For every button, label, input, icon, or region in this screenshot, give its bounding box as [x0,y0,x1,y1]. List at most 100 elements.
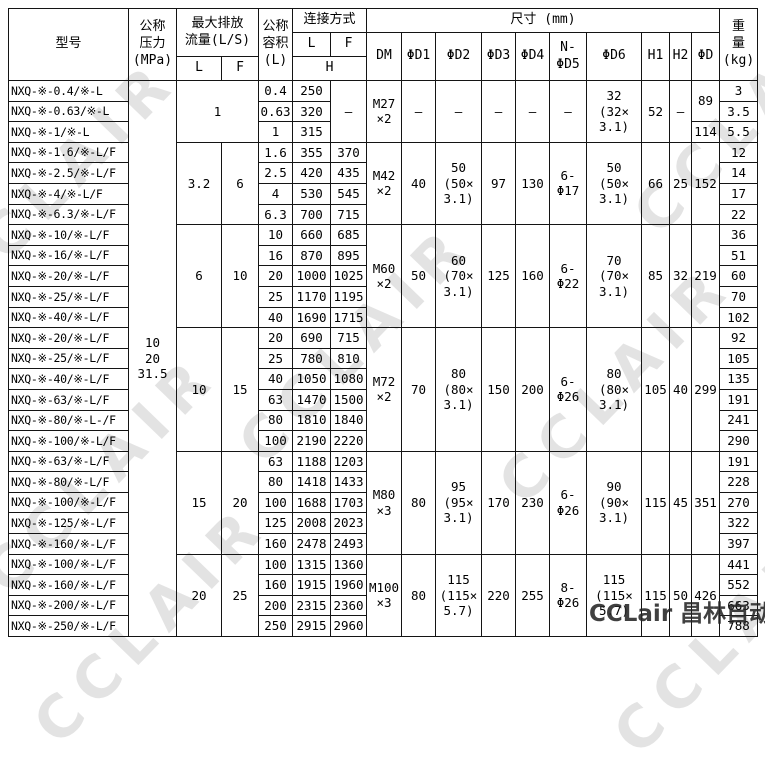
weight-cell: 102 [719,306,758,329]
volume-cell: 25 [258,285,293,308]
height-f-cell: 1203 [330,450,367,473]
dim-h1-cell: 105 [641,327,670,452]
weight-cell: 135 [719,368,758,390]
spec-table: 型号 公称 压力 (MPa) 最大排放 流量(L/S) 公称 容积 (L) 连接… [8,8,758,638]
dim-d-cell: 114 [691,121,720,143]
weight-cell: 14 [719,162,758,184]
dim-dm-cell: M60 ×2 [366,224,402,329]
height-f-cell: 1195 [330,285,367,308]
pressure-cell: 10 20 31.5 [128,79,177,638]
dim-d2-cell: 80 (80× 3.1) [435,327,482,452]
weight-cell: 17 [719,182,758,205]
height-l-cell: 2915 [292,615,331,638]
model-cell: NXQ-※-80/※-L/F [8,471,129,493]
dim-d4-cell: 200 [515,327,550,452]
dim-h2-cell: 45 [669,450,692,555]
header-d: ΦD [691,32,720,81]
model-cell: NXQ-※-25/※-L/F [8,347,129,370]
dim-d3-cell: 170 [481,450,516,555]
weight-cell: 241 [719,409,758,432]
dim-d5-cell: – [549,80,587,143]
height-l-cell: 780 [292,347,331,370]
header-flow: 最大排放 流量(L/S) [176,8,259,57]
model-cell: NXQ-※-250/※-L/F [8,615,129,638]
header-d3: ΦD3 [481,32,516,81]
height-f-cell: 1715 [330,306,367,329]
height-l-cell: 1418 [292,471,331,493]
table-row: NXQ-※-10/※-L/F 6 10 10 660 685 M60 ×2 50 60 (70×… [8,224,758,329]
model-cell: NXQ-※-6.3/※-L/F [8,203,129,226]
header-volume: 公称 容积 (L) [258,8,293,81]
dim-d5-cell: 6- Φ26 [549,450,587,555]
table-row: NXQ-※-160/※-L/F 160 2478 2493 397 [8,533,758,555]
height-f-cell: 2220 [330,430,367,452]
dim-d2-cell: 95 (95× 3.1) [435,450,482,555]
height-f-cell: 1433 [330,471,367,493]
volume-cell: 16 [258,244,293,267]
header-d5: N- ΦD5 [549,32,587,81]
weight-cell: 270 [719,491,758,514]
volume-cell: 63 [258,388,293,411]
dim-d-cell: 219 [691,224,720,329]
model-cell: NXQ-※-20/※-L/F [8,327,129,349]
dim-dm-cell: M42 ×2 [366,141,402,226]
dim-d6-cell: 90 (90× 3.1) [586,450,642,555]
height-l-cell: 320 [292,100,331,123]
dim-d2-cell: 50 (50× 3.1) [435,141,482,226]
volume-cell: 250 [258,615,293,638]
dim-d2-cell: 115 (115× 5.7) [435,553,482,638]
height-l-cell: 1315 [292,553,331,576]
height-f-cell: 370 [330,141,367,164]
weight-cell: 663 [719,594,758,617]
header-weight: 重 量 (kg) [719,8,758,81]
table-row: NXQ-※-0.4/※-L 10 20 31.5 1 0.4 250– M27 ×2– – –… [8,79,758,638]
table-row: NXQ-※-100/※-L/F 100 2190 2220 290 [8,430,758,452]
dim-dm-cell: M100 ×3 [366,553,402,638]
model-cell: NXQ-※-200/※-L/F [8,594,129,617]
dim-d4-cell: – [515,80,550,143]
weight-cell: 3 [719,80,758,102]
volume-cell: 20 [258,327,293,349]
height-l-cell: 660 [292,224,331,246]
table-row: NXQ-※-4/※-L/F 4 530 545 17 [8,182,758,205]
dim-d-cell: 299 [691,327,720,452]
height-f-cell: 2960 [330,615,367,638]
table-row: NXQ-※-250/※-L/F 250 2915 2960 788 [8,615,758,638]
table-row: NXQ-※-1/※-L 1 315 114 5.5 [8,121,758,143]
volume-cell: 1 [258,121,293,143]
model-cell: NXQ-※-40/※-L/F [8,368,129,390]
table-row: NXQ-※-63/※-L/F 63 1470 1500 191 [8,388,758,411]
dim-d5-cell: 8- Φ26 [549,553,587,638]
model-cell: NXQ-※-25/※-L/F [8,285,129,308]
volume-cell: 200 [258,594,293,617]
table-row: NXQ-※-40/※-L/F 40 1050 1080 135 [8,368,758,390]
weight-cell: 322 [719,512,758,535]
height-l-cell: 315 [292,121,331,143]
table-row: NXQ-※-100/※-L/F 20 25 100 1315 1360 M100 ×3 80 1… [8,553,758,638]
volume-cell: 0.4 [258,80,293,102]
model-cell: NXQ-※-80/※-L-/F [8,409,129,432]
weight-cell: 191 [719,388,758,411]
model-cell: NXQ-※-0.63/※-L [8,100,129,123]
height-l-cell: 2315 [292,594,331,617]
dim-d6-cell: 80 (80× 3.1) [586,327,642,452]
height-f-cell: 1080 [330,368,367,390]
table-row: NXQ-※-6.3/※-L/F 6.3 700 715 22 [8,203,758,226]
volume-cell: 160 [258,574,293,596]
volume-cell: 80 [258,471,293,493]
flow-f-cell: 20 [221,450,259,555]
model-cell: NXQ-※-125/※-L/F [8,512,129,535]
dim-d6-cell: 70 (70× 3.1) [586,224,642,329]
spec-table-header: 型号 公称 压力 (MPa) 最大排放 流量(L/S) 公称 容积 (L) 连接… [8,8,758,81]
model-cell: NXQ-※-160/※-L/F [8,574,129,596]
dim-d1-cell: 50 [401,224,436,329]
dim-d6-cell: 32 (32× 3.1) [586,80,642,143]
dim-d1-cell: 40 [401,141,436,226]
height-f-cell: 2493 [330,533,367,555]
model-cell: NXQ-※-16/※-L/F [8,244,129,267]
weight-cell: 51 [719,244,758,267]
header-h2: H2 [669,32,692,81]
header-size: 尺寸 (mm) [366,8,720,33]
height-f-cell: 685 [330,224,367,246]
weight-cell: 228 [719,471,758,493]
